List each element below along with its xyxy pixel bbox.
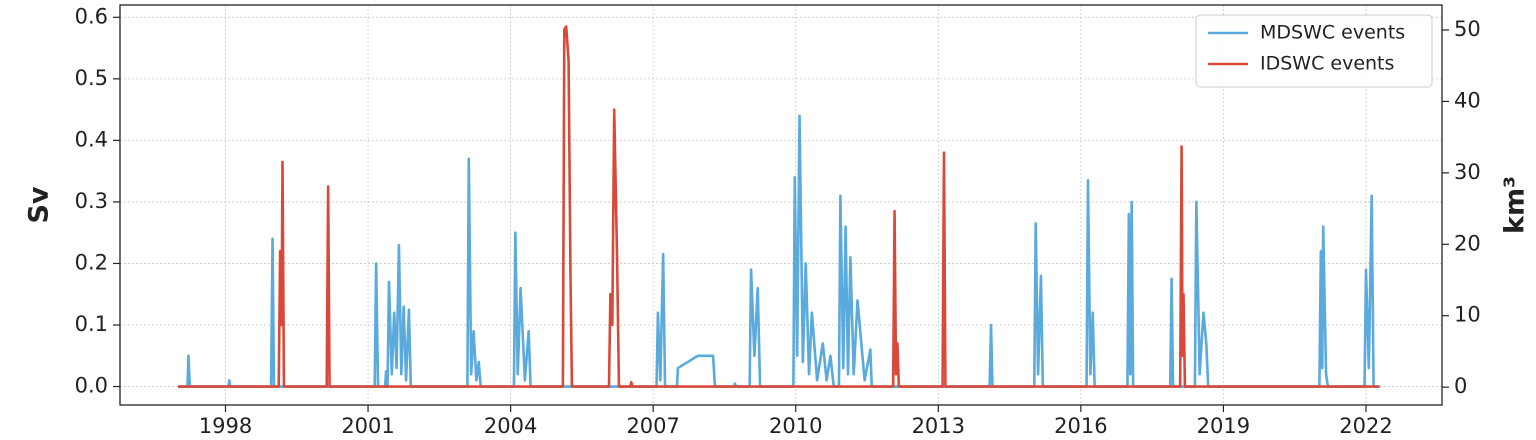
y-tick-label: 0.5: [75, 66, 108, 90]
x-tick-label: 2019: [1197, 414, 1250, 438]
y2-tick-label: 20: [1454, 231, 1481, 255]
x-tick-label: 2004: [484, 414, 537, 438]
y-tick-label: 0.1: [75, 312, 108, 336]
y-axis-label: Sv: [24, 186, 55, 223]
y-tick-label: 0.0: [75, 374, 108, 398]
x-tick-label: 2013: [912, 414, 965, 438]
y2-axis-label: km³: [1500, 176, 1531, 234]
x-tick-label: 2022: [1339, 414, 1392, 438]
x-tick-label: 2016: [1054, 414, 1107, 438]
data-line: [177, 114, 1381, 388]
y2-tick-label: 30: [1454, 160, 1481, 184]
y2-tick-label: 50: [1454, 17, 1481, 41]
plot-frame: [119, 4, 1443, 406]
y-tick-label: 0.3: [75, 189, 108, 213]
legend-label: MDSWC events: [1260, 22, 1405, 44]
x-tick-label: 1998: [199, 414, 252, 438]
y-tick-label: 0.6: [75, 4, 108, 28]
x-tick-label: 2001: [341, 414, 394, 438]
data-line: [177, 25, 1379, 388]
y2-tick-label: 40: [1454, 88, 1481, 112]
y2-tick-label: 0: [1454, 374, 1467, 398]
y-tick-label: 0.4: [75, 127, 108, 151]
x-tick-label: 2007: [626, 414, 679, 438]
y-tick-label: 0.2: [75, 250, 108, 274]
x-tick-label: 2010: [769, 414, 822, 438]
legend-label: IDSWC events: [1260, 53, 1394, 75]
legend-box: [1195, 14, 1433, 88]
y2-tick-label: 10: [1454, 303, 1481, 327]
